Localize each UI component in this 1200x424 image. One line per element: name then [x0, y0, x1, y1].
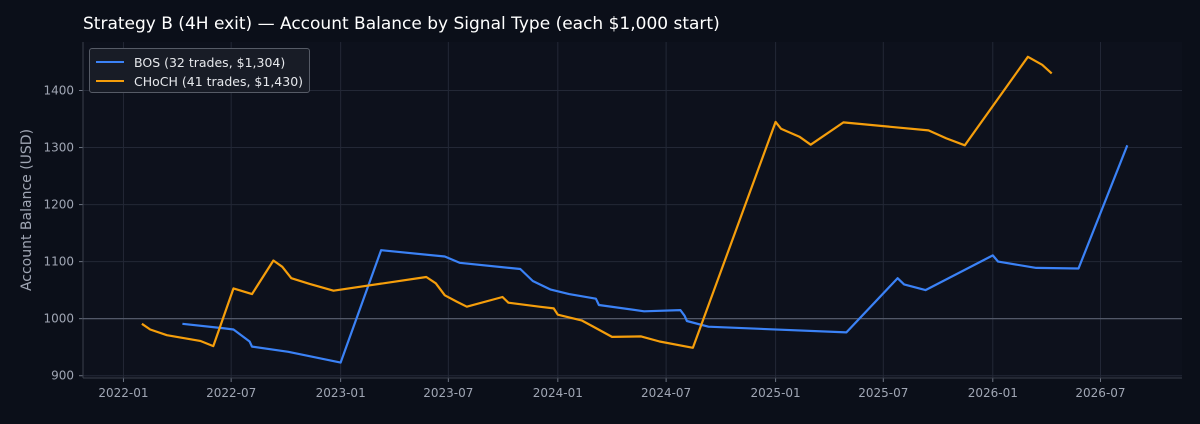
x-tick-label: 2024-07	[641, 386, 691, 400]
x-tick-label: 2026-07	[1075, 386, 1125, 400]
legend-label-choch: CHoCH (41 trades, $1,430)	[134, 73, 304, 89]
y-tick-label: 1200	[43, 198, 74, 212]
x-tick-label: 2025-07	[858, 386, 908, 400]
chart-title: Strategy B (4H exit) — Account Balance b…	[83, 14, 720, 34]
x-tick-label: 2023-07	[423, 386, 473, 400]
series-line-bos	[182, 144, 1129, 364]
x-tick-label: 2022-01	[98, 386, 148, 400]
y-tick-label: 1300	[43, 141, 74, 155]
x-tick-label: 2022-07	[206, 386, 256, 400]
x-tick-label: 2024-01	[533, 386, 583, 400]
legend-label-bos: BOS (32 trades, $1,304)	[134, 54, 286, 70]
x-tick-label: 2025-01	[751, 386, 801, 400]
y-tick-label: 1000	[43, 312, 74, 326]
y-tick-label: 1400	[43, 83, 74, 97]
legend-swatch-choch	[96, 80, 124, 82]
y-axis-label: Account Balance (USD)	[19, 129, 35, 291]
y-tick-label: 900	[51, 369, 74, 383]
legend: BOS (32 trades, $1,304) CHoCH (41 trades…	[89, 48, 310, 93]
series-line-choch	[141, 55, 1053, 349]
legend-item-choch: CHoCH (41 trades, $1,430)	[96, 73, 303, 89]
legend-item-bos: BOS (32 trades, $1,304)	[96, 54, 285, 70]
x-tick-label: 2023-01	[316, 386, 366, 400]
x-tick-label: 2026-01	[968, 386, 1018, 400]
legend-swatch-bos	[96, 61, 124, 63]
y-tick-label: 1100	[43, 255, 74, 269]
